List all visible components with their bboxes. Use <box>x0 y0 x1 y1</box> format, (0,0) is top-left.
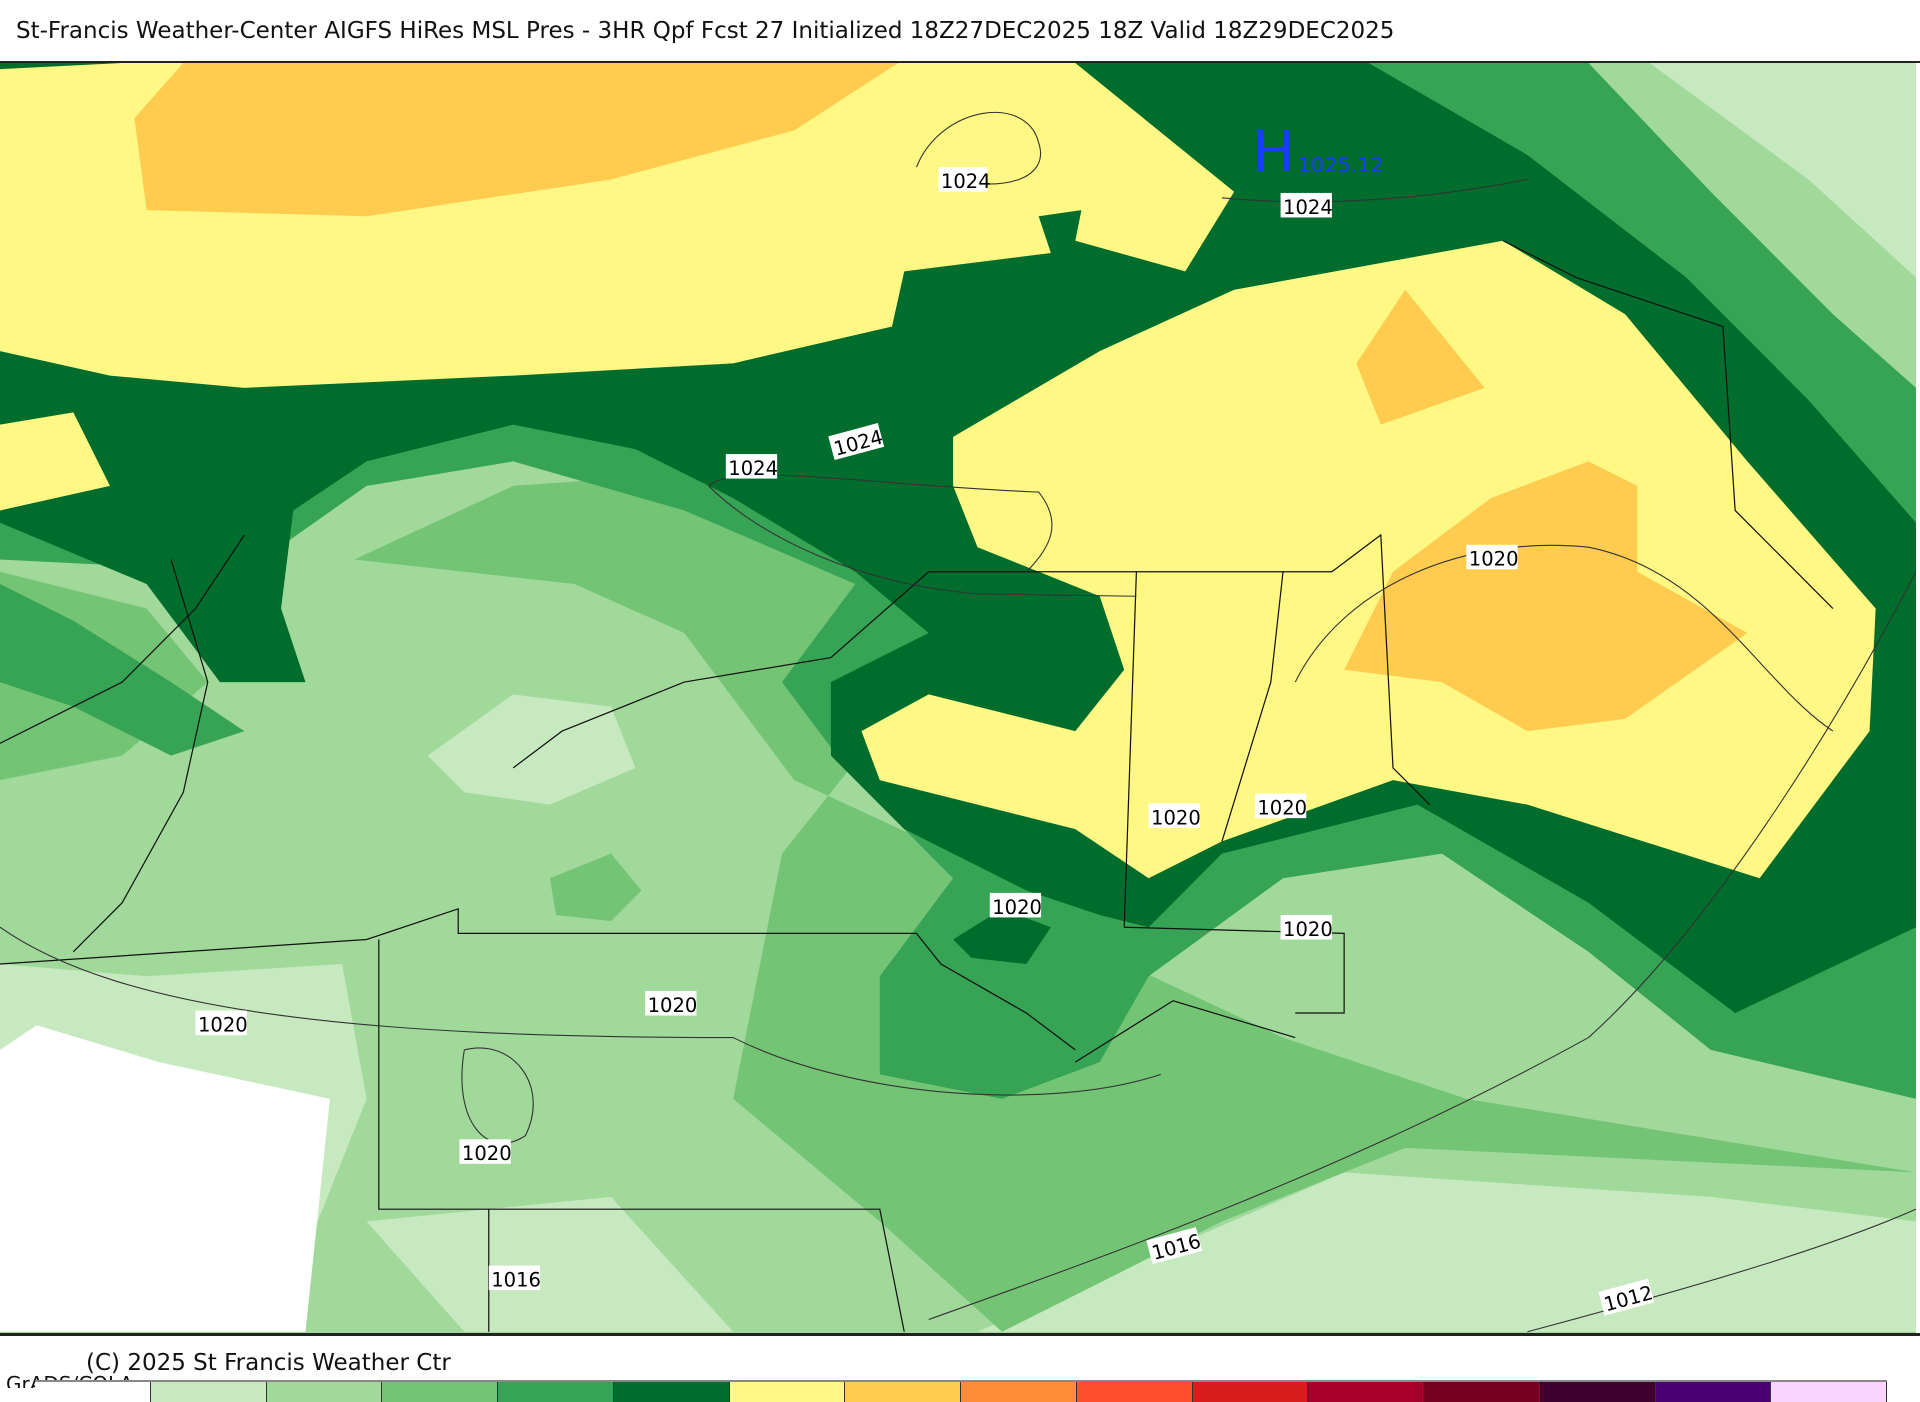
svg-text:1020: 1020 <box>462 1142 512 1165</box>
precip-map-svg: 1024 1024 1024 1024 1020 1020 1020 1020 … <box>0 63 1917 1338</box>
colorbar-swatch <box>266 1382 383 1402</box>
qpf-moderate-spot <box>549 853 642 922</box>
colorbar-swatch <box>845 1382 961 1402</box>
boundaries <box>0 240 1834 1332</box>
isobars <box>0 111 1917 1333</box>
svg-text:1020: 1020 <box>1257 796 1307 819</box>
contour-label: 1024 <box>725 454 778 480</box>
contour-label: 1024 <box>938 167 991 193</box>
colorbar-swatch <box>613 1382 730 1402</box>
colorbar-swatch <box>1192 1382 1309 1402</box>
copyright-text: (C) 2025 St Francis Weather Ctr <box>86 1350 451 1376</box>
contour-label: 1020 <box>1280 914 1333 941</box>
colorbar-swatch <box>1771 1382 1887 1402</box>
high-pressure-center: H 1025.12 <box>1252 120 1383 185</box>
colorbar-swatch <box>1539 1382 1656 1402</box>
contour-label: 1020 <box>989 892 1042 919</box>
qpf-yellow-w <box>0 412 110 511</box>
contour-label: 1020 <box>1148 803 1201 829</box>
svg-text:1020: 1020 <box>1469 548 1519 571</box>
contour-label: 1020 <box>1466 544 1519 571</box>
contour-label: 1020 <box>459 1139 512 1165</box>
qpf-lighter-ne <box>1649 63 1916 278</box>
svg-text:1024: 1024 <box>941 170 991 193</box>
qpf-orange-n <box>134 63 899 217</box>
contour-label: 1020 <box>195 1010 248 1036</box>
qpf-very-heavy-spot <box>953 908 1051 965</box>
contour-labels: 1024 1024 1024 1024 1020 1020 1020 1020 … <box>195 167 1655 1316</box>
qpf-orange-ne <box>1356 289 1485 425</box>
map-title: St-Francis Weather-Center AIGFS HiRes MS… <box>16 18 1395 44</box>
high-letter: H <box>1252 120 1294 185</box>
qpf-orange-maine <box>1344 461 1748 732</box>
colorbar <box>35 1380 1887 1402</box>
svg-text:1020: 1020 <box>198 1013 248 1036</box>
svg-text:1020: 1020 <box>1283 918 1333 941</box>
colorbar-swatch <box>961 1382 1077 1402</box>
svg-text:1020: 1020 <box>992 896 1042 919</box>
colorbar-swatch <box>498 1382 614 1402</box>
svg-text:1020: 1020 <box>648 994 698 1017</box>
colorbar-swatch <box>729 1382 846 1402</box>
weather-map: 1024 1024 1024 1024 1020 1020 1020 1020 … <box>0 61 1920 1338</box>
high-value: 1025.12 <box>1298 153 1384 177</box>
colorbar-swatch <box>382 1382 498 1402</box>
qpf-heavy-w <box>0 583 245 756</box>
svg-text:1024: 1024 <box>1283 196 1333 219</box>
contour-label: 1016 <box>488 1265 541 1291</box>
qpf-light-s <box>366 1196 734 1332</box>
qpf-light-ne <box>1344 63 1916 511</box>
svg-text:1020: 1020 <box>1151 806 1201 829</box>
contour-label: 1020 <box>645 990 698 1017</box>
svg-text:1024: 1024 <box>728 457 778 480</box>
contour-label: 1020 <box>1254 793 1307 819</box>
colorbar-swatch <box>150 1382 267 1402</box>
colorbar-swatch <box>1308 1382 1424 1402</box>
colorbar-swatch <box>1655 1382 1772 1402</box>
svg-text:1016: 1016 <box>491 1268 541 1291</box>
qpf-light-se <box>977 1172 1916 1332</box>
contour-label: 1024 <box>1280 192 1333 219</box>
colorbar-swatch <box>1076 1382 1193 1402</box>
colorbar-swatch <box>1424 1382 1540 1402</box>
colorbar-swatch <box>35 1382 151 1402</box>
qpf-none-sw <box>0 1025 330 1332</box>
